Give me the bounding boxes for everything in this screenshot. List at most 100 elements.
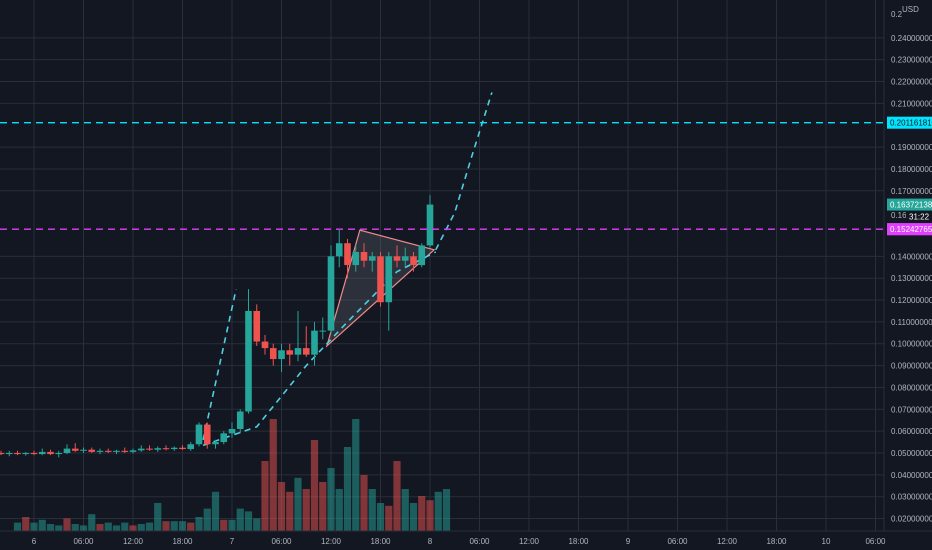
volume-bar [277, 482, 286, 531]
candle-body [302, 348, 310, 355]
volume-bar [129, 525, 137, 531]
currency-label: USD [902, 5, 919, 14]
candle-body [170, 447, 178, 450]
volume-bar [434, 491, 442, 531]
time-tick-label: 8 [428, 537, 433, 546]
candle-body [22, 452, 30, 455]
candle-body [137, 448, 145, 451]
time-tick-label: 18:00 [370, 537, 391, 546]
horizontal-lines[interactable] [0, 121, 884, 230]
candle-body [377, 256, 384, 303]
candle-body [410, 256, 417, 266]
candle-body [162, 448, 170, 450]
price-tick-label: 0.11000000 [891, 318, 932, 327]
volume-bar [442, 489, 451, 531]
price-tick-label: 0.24000000 [891, 34, 932, 43]
price-tick-label: 0.14000000 [891, 252, 932, 261]
candle-body [30, 452, 38, 455]
candle-body [212, 442, 219, 445]
price-tick-label: 0.02000000 [891, 515, 932, 524]
volume-bar [22, 517, 30, 531]
price-tick-label: 0.08000000 [891, 383, 932, 392]
price-tick-label: 0.12000000 [891, 296, 932, 305]
candle-body [179, 447, 186, 450]
candle-body [38, 451, 46, 455]
candle-body [47, 451, 54, 455]
price-tick-label: 0.18000000 [891, 165, 932, 174]
candle-body [0, 452, 5, 455]
volume-bar [46, 524, 55, 531]
candle-body [311, 330, 318, 355]
volume-bar [203, 508, 211, 531]
current-price-tag [887, 198, 932, 211]
candle-body [294, 348, 302, 355]
volume-bar [121, 522, 129, 531]
candle-body [385, 256, 393, 303]
volume-bar [178, 521, 187, 531]
volume-bar [269, 419, 277, 531]
candle-body [228, 428, 236, 434]
volume-bar [162, 521, 170, 531]
candle-body [426, 204, 434, 246]
volume-bar [393, 461, 401, 531]
magenta-price-tag [887, 223, 932, 236]
current-price-label: 0.16372138 [890, 201, 932, 210]
volume-bar [137, 524, 145, 531]
volume-bar [335, 489, 343, 531]
volume-bar [401, 489, 409, 531]
time-tick-label: 06:00 [271, 537, 292, 546]
volume-bar [63, 518, 71, 531]
partial-top-tick: 0.2 [891, 10, 903, 19]
price-tags: 0.201161810.152427650.1600.1500.15242765… [887, 116, 932, 236]
candle-body [154, 448, 162, 450]
candle-body [187, 444, 195, 450]
candle-body [269, 348, 277, 360]
volume-bar [327, 468, 335, 531]
volume-bar [220, 519, 228, 531]
time-tick-label: 18:00 [766, 537, 787, 546]
candle-body [113, 450, 120, 452]
time-tick-label: 18:00 [172, 537, 193, 546]
price-tick-label: 0.03000000 [891, 493, 932, 502]
time-tick-label: 12:00 [519, 537, 540, 546]
volume-bar [418, 496, 426, 531]
price-tick-label: 0.04000000 [891, 471, 932, 480]
time-tick-label: 10 [822, 537, 831, 546]
time-tick-label: 7 [230, 537, 235, 546]
volume-bar [352, 419, 360, 531]
time-tick-label: 06:00 [667, 537, 688, 546]
candle-body [14, 452, 21, 455]
volume-bar [310, 440, 319, 531]
lower-dashed-projection [202, 251, 437, 447]
price-axis[interactable]: USD 0.2 0.24000000 0.23000000 0.22000000 0.… [883, 0, 932, 531]
volume-bar [360, 475, 368, 531]
volume-bar [319, 482, 327, 531]
time-tick-label: 06:00 [73, 537, 94, 546]
volume-bar [145, 522, 154, 531]
partial-tick-under-price: 0.160 [891, 211, 912, 220]
volume-bar [187, 522, 195, 531]
candle-body [96, 450, 104, 452]
candle-body [418, 245, 426, 266]
candle-body [327, 256, 335, 331]
price-tick-label: 0.19000000 [891, 143, 932, 152]
time-axis[interactable]: 6 06:00 12:00 18:00 7 06:00 12:00 18:00 8 06:00 12… [0, 530, 932, 546]
price-tick-label: 0.13000000 [891, 274, 932, 283]
volume-bar [79, 525, 88, 531]
time-tick-label: 12:00 [123, 537, 144, 546]
volume-bar [376, 503, 385, 531]
candle-body [5, 452, 13, 455]
candle-body [393, 256, 401, 261]
candle-body [401, 256, 409, 261]
chart-grid [0, 0, 884, 531]
time-tick-label: 18:00 [568, 537, 589, 546]
volume-bar [244, 511, 253, 531]
volume-bar [409, 503, 418, 531]
volume-bar [55, 525, 63, 531]
price-tick-label: 0.06000000 [891, 427, 932, 436]
price-tick-label: 0.09000000 [891, 362, 932, 371]
candle-body [278, 350, 285, 360]
price-tick-label: 0.17000000 [891, 187, 932, 196]
